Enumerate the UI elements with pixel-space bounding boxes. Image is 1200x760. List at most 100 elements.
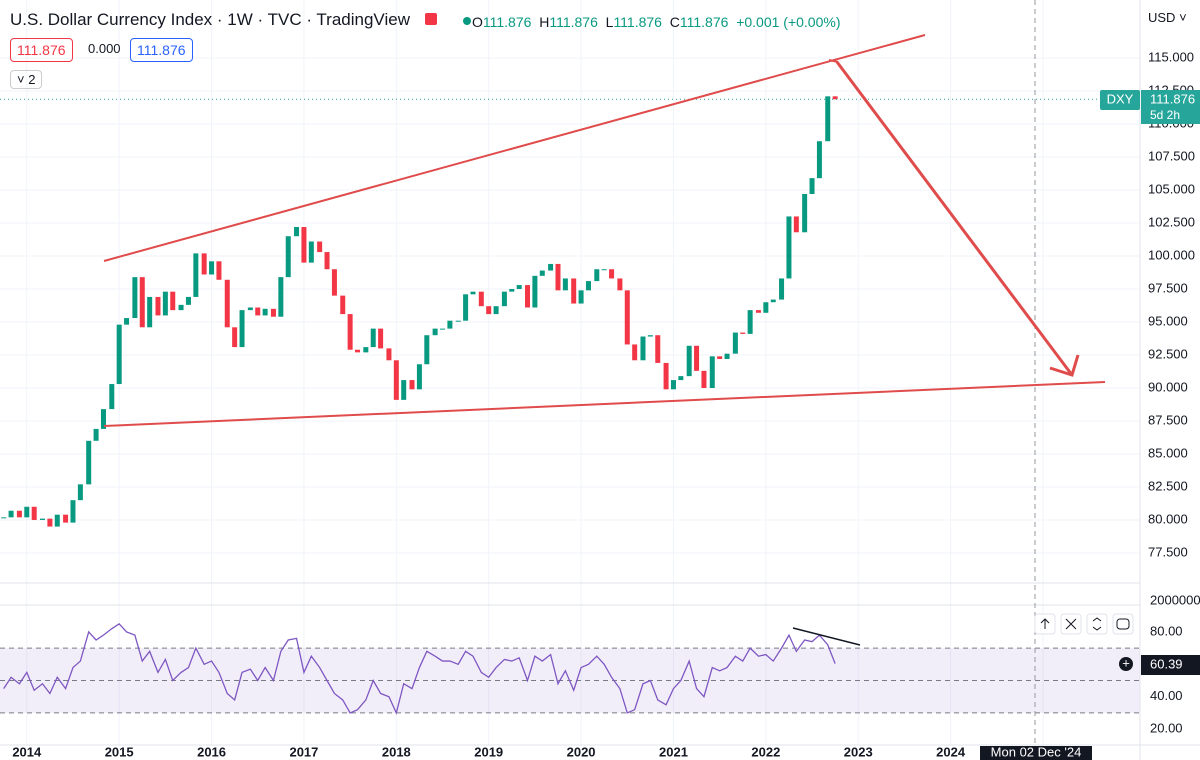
maximize-button[interactable] [1112,613,1134,635]
candle [363,347,369,353]
candle [77,484,83,501]
crosshair-date: Mon 02 Dec '24 [991,744,1082,759]
currency: USD [1148,10,1176,25]
candle [409,380,415,390]
candle [247,307,253,311]
candle [770,299,776,303]
crosshair-date-badge [980,746,1092,760]
countdown: 5d 2h [1150,108,1180,122]
candle [562,278,568,291]
candle [209,261,215,275]
candle [663,362,669,390]
candle [647,335,653,337]
x-tick-label: 2014 [12,744,42,759]
arrow-connector [828,59,839,63]
candle [224,279,230,328]
ohlc-value: 111.876 [482,14,532,30]
candle [1,517,7,519]
candle [63,514,69,523]
ask-box[interactable]: 111.876 [130,38,193,62]
candle [585,281,591,291]
candle [578,290,584,304]
y-tick-label: 97.500 [1148,280,1188,295]
candle [324,252,330,270]
rsi-tick-label: 40.00 [1150,688,1183,703]
candle [594,269,600,282]
candle [262,308,268,316]
pane-controls [1034,613,1134,635]
candle [493,306,499,315]
candle [779,278,785,300]
candle [162,291,168,316]
x-tick-label: 2018 [382,744,411,759]
candle [31,506,37,520]
rsi-tick-label: 20.00 [1150,721,1183,736]
candle [109,384,115,410]
status-dot [463,16,472,25]
x-tick-label: 2020 [567,744,596,759]
candle [401,380,407,400]
indicator-toggle[interactable]: ˅ 2 [10,70,43,89]
price-axis [1140,0,1200,760]
candle [386,348,392,361]
candle [447,320,453,329]
candle [640,336,646,361]
price-badge-value: 111.876 [1150,91,1195,106]
candle [424,335,430,365]
candle [270,308,276,317]
candle [147,296,153,328]
candle [170,291,176,311]
flag-icon[interactable] [424,13,437,25]
candle [432,328,438,336]
rsi-line [3,622,836,715]
rsi-badge-value: 60.39 [1150,656,1183,671]
icon [1040,618,1050,629]
add-button[interactable] [1119,657,1133,671]
rsi-tick-label: 80.00 [1150,623,1183,638]
candle [416,364,422,390]
y-tick-label: 82.500 [1148,478,1188,493]
candle [516,285,522,290]
candle [678,376,684,381]
x-tick-label: 2019 [474,744,503,759]
candle [347,314,353,350]
forecast-arrow [835,61,1074,376]
candle [317,241,323,253]
candle [755,310,761,313]
y-tick-label: 107.500 [1148,148,1195,163]
candle [832,96,838,100]
candle [340,295,346,315]
candle [525,285,531,308]
bid-box[interactable]: 111.876 [10,38,73,62]
currency-menu[interactable]: USD ˅ [1148,10,1187,25]
candle [86,440,92,485]
candle [70,500,76,523]
candle [285,236,291,278]
candle [747,310,753,334]
candle [139,277,145,328]
candle [278,277,284,317]
add-icon[interactable]: + [1122,655,1130,670]
candle [16,510,22,518]
candle [132,277,138,319]
candle [793,216,799,233]
candle [370,328,376,348]
candle [509,289,515,292]
candle [216,261,222,280]
ticker-badge [1100,90,1140,110]
candle [124,318,130,325]
y-tick-label: 102.500 [1148,214,1195,229]
y-tick-label: 90.000 [1148,379,1188,394]
candle [763,302,769,313]
ohlc-value: 111.876 [679,14,729,30]
x-tick-label: 2023 [844,744,873,759]
lower-trendline [103,381,1106,427]
y-tick-label: 105.000 [1148,181,1195,196]
ohlc-key: H [539,14,550,30]
candle [732,332,738,354]
ohlc-key: O [472,14,483,30]
ticker-label: DXY [1107,91,1134,106]
collapse-button[interactable] [1086,613,1108,635]
candle [331,269,337,296]
candle [470,291,476,295]
